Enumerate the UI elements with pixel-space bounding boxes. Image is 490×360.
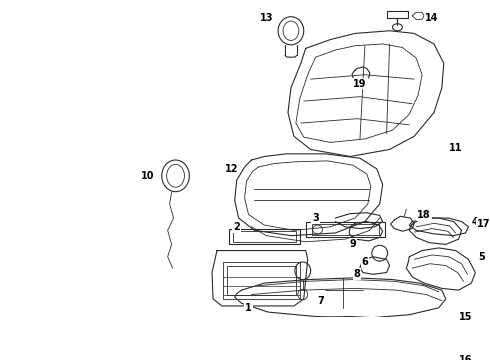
Text: 11: 11 [449,143,463,153]
Text: 10: 10 [141,171,155,181]
Text: 15: 15 [459,311,472,321]
Text: 8: 8 [354,269,361,279]
Bar [387,10,408,18]
Text: 13: 13 [260,13,273,23]
Text: 19: 19 [353,78,367,89]
Text: 7: 7 [317,296,324,306]
Text: 1: 1 [245,303,252,313]
Text: 2: 2 [233,222,240,232]
Bar [312,224,379,235]
Bar [223,262,300,299]
Text: 17: 17 [476,219,490,229]
Text: 3: 3 [312,213,319,223]
Text: 6: 6 [362,257,368,267]
Bar [306,221,385,237]
Bar [227,266,296,296]
Text: 4: 4 [472,217,479,226]
Text: 9: 9 [350,239,356,249]
Text: 5: 5 [478,252,485,262]
Text: 12: 12 [225,164,239,174]
Text: 16: 16 [459,355,472,360]
Bar [233,231,296,242]
Text: 14: 14 [425,13,439,23]
Text: 18: 18 [417,210,431,220]
Bar [229,229,300,244]
